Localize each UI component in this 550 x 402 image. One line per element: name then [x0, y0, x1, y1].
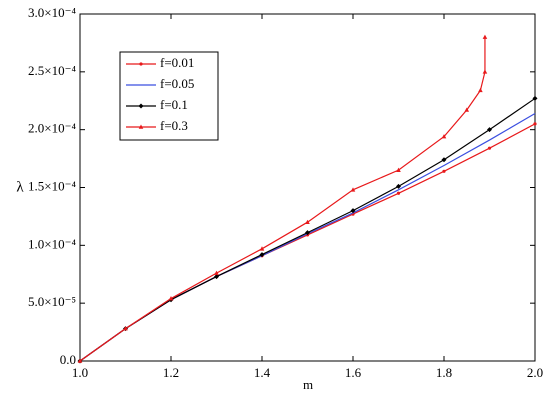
point [305, 219, 310, 224]
point [464, 107, 470, 112]
legend-label: f=0.1 [160, 97, 188, 112]
legend-label: f=0.3 [160, 118, 188, 133]
point [77, 358, 83, 363]
legend-label: f=0.01 [160, 55, 194, 70]
point [396, 191, 401, 195]
series-line [79, 123, 536, 362]
point [487, 127, 492, 133]
y-tick-label: 2.0×10⁻⁴ [28, 121, 76, 136]
point [441, 157, 447, 163]
x-tick-label: 1.4 [254, 365, 271, 380]
point [138, 124, 144, 129]
x-tick-label: 2.0 [527, 365, 543, 380]
x-tick-label: 1.8 [436, 365, 452, 380]
point [214, 274, 219, 280]
y-axis-label: λ [16, 179, 24, 195]
x-axis-label: m [303, 377, 313, 392]
x-tick-label: 1.2 [163, 365, 179, 380]
point [305, 230, 310, 236]
legend-box [119, 51, 219, 141]
point [123, 326, 128, 331]
x-tick-label: 1.0 [72, 365, 88, 380]
point [168, 296, 174, 301]
y-tick-label: 3.0×10⁻⁴ [28, 5, 76, 20]
point [138, 103, 144, 109]
y-tick-label: 5.0×10⁻⁵ [28, 294, 76, 309]
point [350, 208, 356, 214]
point [487, 146, 492, 150]
y-tick-label: 1.5×10⁻⁴ [28, 178, 76, 193]
series-line [79, 112, 536, 362]
point [396, 167, 401, 172]
y-tick-label: 2.5×10⁻⁴ [28, 63, 76, 78]
y-tick-label: 0.0 [60, 352, 76, 367]
point [350, 187, 356, 192]
point [532, 95, 538, 101]
point [396, 183, 401, 189]
point [482, 34, 488, 39]
point [441, 134, 447, 139]
point [478, 87, 483, 93]
legend-label: f=0.05 [160, 76, 194, 91]
point [482, 69, 488, 74]
point [214, 270, 219, 275]
point [442, 169, 446, 173]
point [259, 252, 265, 258]
point [139, 62, 143, 66]
y-tick-label: 1.0×10⁻⁴ [28, 236, 76, 251]
point [259, 246, 265, 251]
x-tick-label: 1.6 [345, 365, 362, 380]
point [533, 122, 537, 126]
